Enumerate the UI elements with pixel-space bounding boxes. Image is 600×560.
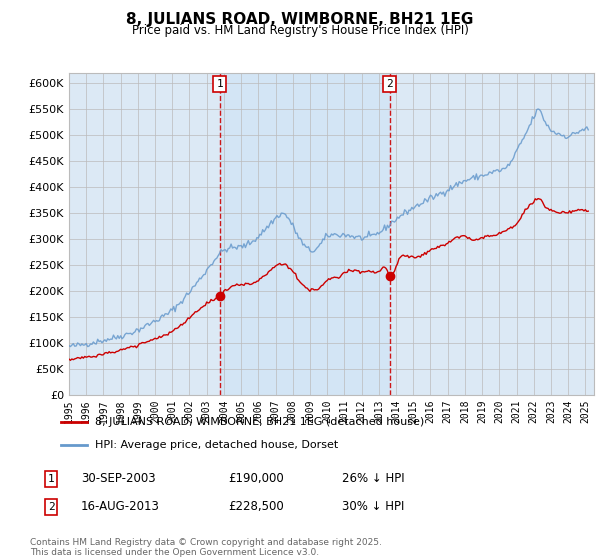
Text: £190,000: £190,000 — [228, 472, 284, 486]
Text: 26% ↓ HPI: 26% ↓ HPI — [342, 472, 404, 486]
Text: Price paid vs. HM Land Registry's House Price Index (HPI): Price paid vs. HM Land Registry's House … — [131, 24, 469, 36]
Text: 30-SEP-2003: 30-SEP-2003 — [81, 472, 155, 486]
Text: 1: 1 — [216, 79, 223, 89]
Text: 2: 2 — [47, 502, 55, 512]
Text: 16-AUG-2013: 16-AUG-2013 — [81, 500, 160, 514]
Text: 2: 2 — [386, 79, 393, 89]
Text: HPI: Average price, detached house, Dorset: HPI: Average price, detached house, Dors… — [95, 440, 338, 450]
Text: 8, JULIANS ROAD, WIMBORNE, BH21 1EG (detached house): 8, JULIANS ROAD, WIMBORNE, BH21 1EG (det… — [95, 417, 424, 427]
Text: 30% ↓ HPI: 30% ↓ HPI — [342, 500, 404, 514]
Bar — [220, 73, 389, 395]
Text: 8, JULIANS ROAD, WIMBORNE, BH21 1EG: 8, JULIANS ROAD, WIMBORNE, BH21 1EG — [127, 12, 473, 27]
Text: 1: 1 — [47, 474, 55, 484]
Text: Contains HM Land Registry data © Crown copyright and database right 2025.
This d: Contains HM Land Registry data © Crown c… — [30, 538, 382, 557]
Text: £228,500: £228,500 — [228, 500, 284, 514]
